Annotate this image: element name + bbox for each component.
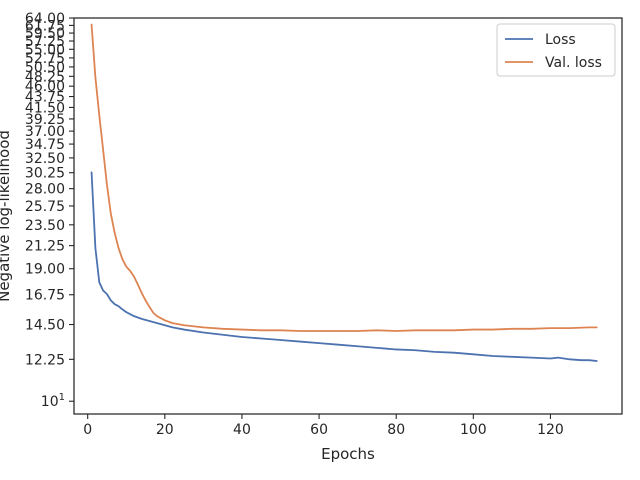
series-layer xyxy=(90,23,598,362)
y-tick-label: 19.00 xyxy=(25,262,65,278)
y-tick-label: 37.00 xyxy=(25,124,65,140)
legend-label-loss: Loss xyxy=(545,32,576,48)
y-tick-label: 34.75 xyxy=(25,137,65,153)
y-tick-label: 61.75 xyxy=(25,18,65,34)
y-tick-label: 46.00 xyxy=(25,79,65,95)
series-line-loss xyxy=(90,171,598,362)
plot-frame xyxy=(73,17,623,415)
y-tick-label: 101 xyxy=(41,392,65,410)
y-tick-label: 57.25 xyxy=(25,34,65,50)
y-tick-label: 32.50 xyxy=(25,151,65,167)
y-tick-label: 12.25 xyxy=(25,352,65,368)
x-axis-label: Epochs xyxy=(321,445,375,463)
y-tick-label: 64.00 xyxy=(25,11,65,27)
y-tick-label: 28.00 xyxy=(25,182,65,198)
y-tick-label: 16.75 xyxy=(25,288,65,304)
x-tick-label: 80 xyxy=(387,422,405,438)
legend-box xyxy=(496,23,616,77)
y-tick-label: 23.50 xyxy=(25,218,65,234)
x-axis-ticks: 0 20 40 60 80 100 120 xyxy=(83,414,564,438)
y-axis-ticks: 101 12.25 14.50 16.75 19.00 21.25 23.50 25.7528… xyxy=(25,11,74,410)
y-tick-label: 41.50 xyxy=(25,100,65,116)
x-tick-label: 40 xyxy=(233,422,251,438)
y-tick-label: 25.75 xyxy=(25,199,65,215)
y-tick-label: 21.25 xyxy=(25,239,65,255)
legend-label-val-loss: Val. loss xyxy=(545,55,602,71)
y-tick-label: 48.25 xyxy=(25,69,65,85)
x-tick-label: 0 xyxy=(83,422,92,438)
y-tick-label: 39.25 xyxy=(25,112,65,128)
series-line-val-loss xyxy=(90,23,598,332)
y-tick-label: 50.50 xyxy=(25,60,65,76)
x-tick-label: 100 xyxy=(460,422,487,438)
y-tick-label: 30.25 xyxy=(25,166,65,182)
x-tick-label: 60 xyxy=(310,422,328,438)
y-tick-label: 55.00 xyxy=(25,42,65,58)
x-tick-label: 20 xyxy=(156,422,174,438)
y-tick-label: 14.50 xyxy=(25,318,65,334)
x-tick-label: 120 xyxy=(537,422,564,438)
y-tick-label: 59.50 xyxy=(25,26,65,42)
y-tick-label: 52.75 xyxy=(25,51,65,67)
y-axis-label: Negative log-likelihood xyxy=(0,130,13,302)
y-tick-label: 43.75 xyxy=(25,90,65,106)
legend: Loss Val. loss xyxy=(496,23,616,77)
